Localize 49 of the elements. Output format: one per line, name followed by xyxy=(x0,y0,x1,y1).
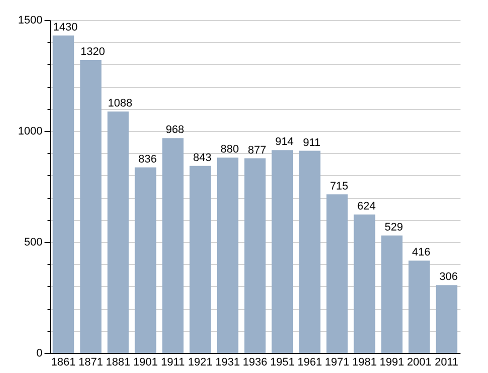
x-tick-label: 1931 xyxy=(215,356,240,368)
data-label: 624 xyxy=(357,200,376,212)
x-tick-label: 2001 xyxy=(406,356,432,368)
x-tick-label: 1911 xyxy=(161,356,185,368)
data-label: 1320 xyxy=(80,46,106,58)
data-label: 914 xyxy=(275,136,294,148)
x-tick-label: 1881 xyxy=(106,356,130,368)
data-label: 911 xyxy=(302,136,321,149)
x-tick-label: 1861 xyxy=(51,356,76,368)
data-label: 836 xyxy=(138,153,157,166)
bar xyxy=(272,150,294,353)
x-tick-label: 1981 xyxy=(352,356,377,368)
data-label: 843 xyxy=(193,152,212,164)
bar xyxy=(408,260,430,353)
x-tick-label: 1921 xyxy=(188,356,213,368)
x-tick-label: 1901 xyxy=(133,356,158,368)
bar xyxy=(216,158,238,353)
bar xyxy=(326,194,348,353)
bar xyxy=(162,138,184,353)
data-label: 1430 xyxy=(53,22,78,34)
x-tick-label: 2011 xyxy=(434,356,458,368)
bar xyxy=(134,167,156,353)
bar xyxy=(190,166,211,353)
x-tick-label: 1871 xyxy=(78,356,104,368)
x-tick-label: 1961 xyxy=(297,356,322,368)
data-label: 1088 xyxy=(108,97,132,110)
y-tick-label: 0 xyxy=(36,348,42,360)
y-tick-label: 1000 xyxy=(18,126,42,138)
data-label: 306 xyxy=(439,271,458,284)
data-label: 416 xyxy=(412,246,430,259)
bar xyxy=(244,158,266,353)
x-tick-label: 1951 xyxy=(270,356,295,368)
bar xyxy=(381,236,403,353)
y-tick-label: 1500 xyxy=(18,14,42,26)
data-label: 715 xyxy=(330,180,348,192)
x-tick-label: 1936 xyxy=(242,356,268,368)
bar xyxy=(107,111,129,353)
bar xyxy=(354,214,376,353)
bar xyxy=(299,150,320,353)
y-tick-label: 500 xyxy=(24,236,42,248)
bar xyxy=(52,36,74,353)
data-label: 880 xyxy=(220,144,239,156)
data-label: 877 xyxy=(248,144,266,156)
x-tick-label: 1971 xyxy=(324,356,350,368)
data-label: 529 xyxy=(384,222,404,234)
data-label: 968 xyxy=(166,124,184,136)
x-tick-label: 1991 xyxy=(380,356,404,368)
bar xyxy=(436,285,458,353)
bar xyxy=(80,60,102,353)
